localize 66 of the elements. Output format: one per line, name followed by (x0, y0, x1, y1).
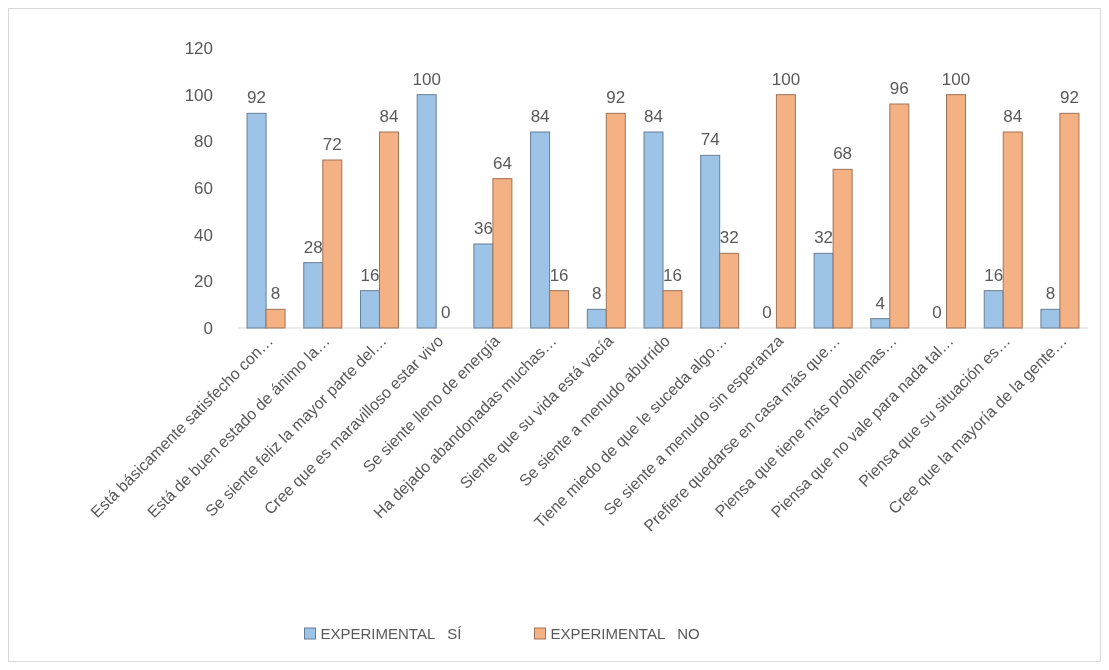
data-label: 0 (762, 303, 772, 322)
bar (719, 252, 740, 329)
bar (643, 131, 664, 329)
data-label: 32 (814, 228, 834, 248)
y-tick-label: 60 (194, 178, 213, 198)
bar (586, 308, 607, 329)
data-label: 28 (303, 237, 323, 257)
bar (700, 154, 721, 329)
data-label: 100 (941, 69, 971, 89)
bar (492, 178, 513, 329)
data-label: 92 (247, 88, 267, 108)
data-label: 84 (1003, 107, 1023, 126)
y-tick-label: 80 (194, 132, 213, 152)
bar (530, 131, 551, 329)
bar (549, 290, 570, 329)
data-label: 4 (875, 293, 886, 313)
legend-label: EXPERIMENTAL NO (550, 625, 700, 643)
data-label: 84 (530, 107, 550, 126)
bar (870, 318, 891, 329)
data-label: 72 (322, 135, 342, 154)
data-label: 16 (360, 265, 380, 285)
bar (605, 112, 626, 329)
bar (416, 94, 437, 329)
data-label: 74 (700, 130, 720, 150)
data-label: 100 (771, 69, 801, 89)
data-label: 36 (473, 219, 493, 238)
bar (378, 131, 399, 329)
bar (983, 290, 1004, 329)
data-label: 84 (644, 107, 663, 126)
bar (832, 168, 853, 329)
bar (946, 94, 967, 329)
y-tick-label: 120 (184, 38, 213, 58)
bar (1059, 112, 1080, 329)
data-label: 8 (270, 284, 281, 304)
data-label: 8 (592, 284, 602, 304)
data-label: 32 (719, 228, 739, 248)
bar (1040, 308, 1061, 329)
bar (662, 290, 683, 329)
data-label: 0 (932, 303, 942, 322)
data-label: 0 (440, 303, 451, 322)
bar (889, 103, 910, 329)
data-label: 68 (833, 144, 853, 164)
bar (265, 308, 286, 329)
data-label: 96 (889, 79, 909, 98)
y-tick-label: 0 (203, 318, 213, 338)
bar (359, 290, 380, 329)
data-label: 16 (663, 265, 682, 285)
y-tick-label: 20 (194, 272, 213, 292)
bar (246, 112, 267, 329)
data-label: 64 (492, 153, 512, 173)
bar (322, 159, 343, 329)
y-tick-label: 100 (184, 85, 213, 105)
data-label: 16 (984, 265, 1004, 285)
data-label: 92 (606, 88, 626, 108)
y-tick-label: 40 (194, 225, 213, 245)
data-label: 8 (1045, 284, 1056, 304)
bar (1002, 131, 1023, 329)
data-label: 16 (549, 265, 569, 285)
data-label: 100 (412, 69, 441, 89)
data-label: 84 (379, 107, 399, 126)
data-label: 92 (1059, 88, 1079, 108)
legend-label: EXPERIMENTAL SÍ (320, 625, 463, 643)
bar (775, 94, 796, 329)
bar (473, 243, 494, 329)
bar (303, 262, 324, 329)
bar (813, 252, 834, 329)
